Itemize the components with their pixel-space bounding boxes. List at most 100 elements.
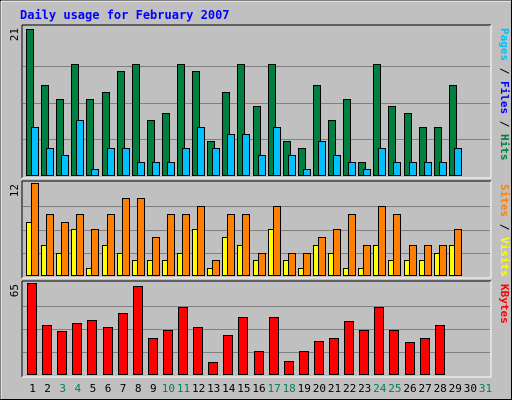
bar-sites-day-10 [167, 214, 175, 276]
x-tick-label-25: 25 [388, 382, 401, 395]
bar-files-day-17 [273, 127, 281, 176]
bar-kbytes-day-18 [284, 361, 294, 375]
x-tick-label-19: 19 [298, 382, 311, 395]
bar-files-day-15 [242, 134, 250, 176]
bar-sites-day-1 [31, 183, 39, 276]
bar-files-day-19 [303, 169, 311, 176]
bar-files-day-11 [182, 148, 190, 176]
panel-3: 65 KBytes [8, 280, 511, 378]
bar-kbytes-day-19 [299, 351, 309, 375]
y-max-label: 12 [8, 184, 21, 197]
bar-sites-day-18 [288, 253, 296, 276]
bar-files-day-16 [258, 155, 266, 176]
bar-sites-day-2 [46, 214, 54, 276]
bar-sites-day-3 [61, 222, 69, 276]
bar-hits-day-5 [86, 99, 94, 176]
bar-kbytes-day-17 [269, 317, 279, 375]
chart-panels: 21 Pages / Files / Hits 12 Sites / Visits 65… [8, 24, 511, 378]
legend-entry: Sites [498, 184, 511, 217]
bar-hits-day-12 [192, 71, 200, 176]
bar-kbytes-day-9 [148, 338, 158, 375]
bar-files-day-21 [333, 155, 341, 176]
bar-sites-day-7 [122, 198, 130, 276]
x-tick-label-30: 30 [464, 382, 477, 395]
bar-kbytes-day-7 [118, 313, 128, 375]
bar-files-day-18 [288, 155, 296, 176]
bar-kbytes-day-22 [344, 321, 354, 375]
bar-kbytes-day-25 [389, 330, 399, 375]
x-tick-label-27: 27 [418, 382, 431, 395]
x-tick-label-26: 26 [403, 382, 416, 395]
bar-files-day-2 [46, 148, 54, 176]
bar-sites-day-6 [107, 214, 115, 276]
bar-hits-day-28 [434, 127, 442, 176]
legend-entry: / [498, 114, 511, 134]
bar-files-day-3 [61, 155, 69, 176]
legend-entry: Pages [498, 28, 511, 61]
bar-sites-day-21 [333, 229, 341, 276]
x-tick-label-17: 17 [267, 382, 280, 395]
y-max-label: 21 [8, 28, 21, 41]
bar-sites-day-29 [454, 229, 462, 276]
x-tick-label-7: 7 [120, 382, 127, 395]
bar-hits-day-3 [56, 99, 64, 176]
x-tick-label-16: 16 [252, 382, 265, 395]
bar-hits-day-7 [117, 71, 125, 176]
x-tick-label-11: 11 [177, 382, 190, 395]
bar-sites-day-26 [409, 245, 417, 276]
x-tick-label-3: 3 [59, 382, 66, 395]
panel-legend: Pages / Files / Hits [498, 28, 511, 161]
bar-kbytes-day-16 [254, 351, 264, 375]
bar-kbytes-day-6 [103, 327, 113, 375]
panel-legend: Sites / Visits [498, 184, 511, 277]
bar-kbytes-day-12 [193, 327, 203, 375]
bar-sites-day-9 [152, 237, 160, 276]
bar-sites-day-13 [212, 260, 220, 276]
x-tick-label-22: 22 [343, 382, 356, 395]
x-tick-label-20: 20 [313, 382, 326, 395]
bar-sites-day-4 [76, 214, 84, 276]
x-tick-label-8: 8 [135, 382, 142, 395]
bar-sites-day-22 [348, 214, 356, 276]
bar-kbytes-day-14 [223, 335, 233, 375]
bar-hits-day-1 [26, 29, 34, 176]
bar-files-day-8 [137, 162, 145, 176]
bar-kbytes-day-2 [42, 325, 52, 375]
x-tick-label-10: 10 [162, 382, 175, 395]
bar-sites-day-12 [197, 206, 205, 276]
x-tick-label-2: 2 [44, 382, 51, 395]
bar-kbytes-day-28 [435, 325, 445, 375]
bar-files-day-20 [318, 141, 326, 176]
x-tick-label-29: 29 [449, 382, 462, 395]
bar-hits-day-21 [328, 120, 336, 176]
bar-kbytes-day-8 [133, 286, 143, 375]
x-tick-label-4: 4 [74, 382, 81, 395]
bar-hits-day-16 [253, 106, 261, 176]
bar-sites-day-8 [137, 198, 145, 276]
panel-1: 21 Pages / Files / Hits [8, 24, 511, 179]
x-tick-label-13: 13 [207, 382, 220, 395]
bar-hits-day-27 [419, 127, 427, 176]
bar-hits-day-29 [449, 85, 457, 176]
bar-files-day-27 [424, 162, 432, 176]
bar-hits-day-6 [102, 92, 110, 176]
bar-files-day-25 [393, 162, 401, 176]
bar-files-day-22 [348, 162, 356, 176]
bar-hits-day-22 [343, 99, 351, 176]
x-tick-label-24: 24 [373, 382, 387, 395]
bar-sites-day-23 [363, 245, 371, 276]
bar-hits-day-11 [177, 64, 185, 176]
bar-hits-day-25 [388, 106, 396, 176]
bar-files-day-12 [197, 127, 205, 176]
bar-files-day-10 [167, 162, 175, 176]
bar-kbytes-day-4 [72, 323, 82, 375]
bar-hits-day-9 [147, 120, 155, 176]
bar-kbytes-day-3 [57, 331, 67, 375]
bar-hits-day-26 [404, 113, 412, 176]
bar-files-day-13 [212, 148, 220, 176]
bar-hits-day-19 [298, 148, 306, 176]
bar-files-day-28 [439, 162, 447, 176]
bar-files-day-4 [76, 120, 84, 176]
bar-sites-day-19 [303, 253, 311, 276]
